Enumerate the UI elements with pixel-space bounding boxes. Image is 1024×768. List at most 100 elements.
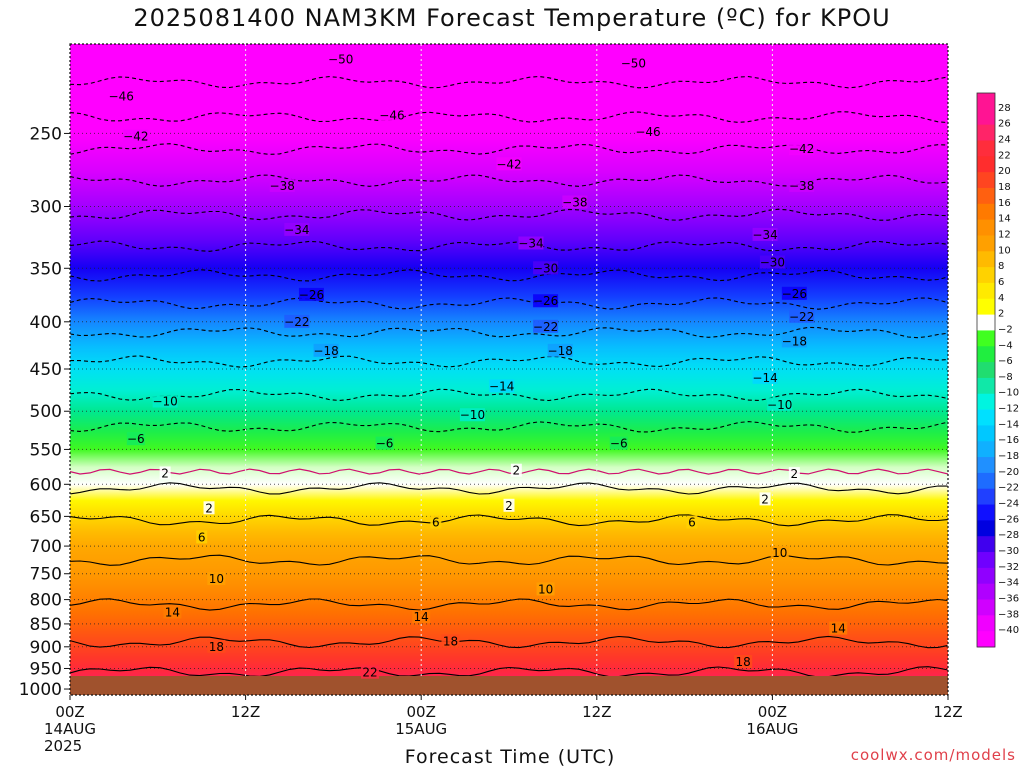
y-tick-label: 900 bbox=[30, 638, 62, 658]
colorbar-swatch bbox=[977, 504, 995, 521]
contour-label-text: −6 bbox=[376, 437, 394, 451]
colorbar-swatch bbox=[977, 536, 995, 553]
contour-label: −46 bbox=[635, 124, 661, 139]
colorbar-swatch bbox=[977, 282, 995, 300]
x-tick-label: 12Z bbox=[933, 703, 962, 721]
contour-label: 2 bbox=[203, 501, 215, 515]
isotherm-line bbox=[70, 240, 948, 252]
contour-label-text: −46 bbox=[635, 125, 660, 139]
contour-label-text: 14 bbox=[414, 610, 429, 624]
contour-label-bg bbox=[360, 665, 379, 679]
contour-label: −26 bbox=[781, 286, 807, 301]
colorbar-label: −28 bbox=[998, 530, 1019, 541]
contour-label: −26 bbox=[299, 287, 324, 302]
contour-label: −30 bbox=[759, 255, 785, 270]
isotherm-line bbox=[70, 635, 948, 649]
colorbar-swatch bbox=[977, 219, 995, 236]
contour-label-bg bbox=[781, 286, 807, 300]
contour-label: 14 bbox=[412, 610, 431, 624]
colorbar-label: −36 bbox=[998, 594, 1019, 605]
contour-label-text: −50 bbox=[621, 57, 646, 71]
contour-label: 10 bbox=[207, 572, 226, 586]
contour-label-text: −10 bbox=[460, 408, 485, 422]
contour-label-text: 10 bbox=[538, 582, 553, 596]
contour-label: 2 bbox=[503, 498, 515, 513]
contour-label-bg bbox=[412, 610, 431, 624]
colorbar-swatch bbox=[977, 267, 995, 284]
contour-label-bg bbox=[829, 621, 848, 635]
colorbar-swatch bbox=[977, 203, 995, 221]
colorbar-swatch bbox=[977, 552, 995, 569]
colorbar-swatch bbox=[977, 156, 995, 173]
contour-label: −34 bbox=[284, 222, 309, 237]
y-tick-label: 550 bbox=[30, 440, 62, 460]
isotherm-line bbox=[70, 174, 948, 187]
colorbar-swatch bbox=[977, 583, 995, 601]
isotherm-line bbox=[70, 111, 948, 124]
contour-label-text: −46 bbox=[379, 108, 404, 122]
isotherm-line bbox=[70, 208, 948, 221]
colorbar-label: −30 bbox=[998, 546, 1019, 557]
colorbar-label: −32 bbox=[998, 562, 1019, 573]
contour-label-text: 10 bbox=[772, 546, 787, 560]
contour-label-bg bbox=[313, 343, 339, 357]
contour-label-bg bbox=[635, 124, 661, 138]
contour-label: 18 bbox=[207, 639, 226, 654]
contour-label-bg bbox=[609, 436, 628, 450]
contour-label-text: −14 bbox=[489, 379, 514, 393]
contour-label-text: −18 bbox=[548, 344, 573, 358]
colorbar-label: 18 bbox=[998, 182, 1011, 193]
contour-label-bg bbox=[379, 108, 405, 122]
isotherm-line bbox=[70, 269, 948, 282]
contour-label-text: −34 bbox=[518, 236, 543, 250]
ground-terrain bbox=[70, 676, 948, 695]
contour-label-text: 14 bbox=[831, 622, 846, 636]
contour-label-text: −38 bbox=[270, 179, 295, 193]
colorbar-label: −20 bbox=[998, 467, 1019, 478]
y-tick-label: 850 bbox=[30, 615, 62, 635]
colorbar-label: 22 bbox=[998, 150, 1011, 161]
y-tick-label: 250 bbox=[30, 124, 62, 144]
contour-label-bg bbox=[781, 334, 807, 348]
colorbar-swatch bbox=[977, 377, 995, 395]
isotherm-line bbox=[70, 75, 948, 89]
contour-label-text: −14 bbox=[752, 371, 777, 385]
time-gridlines bbox=[70, 44, 948, 695]
contour-label-bg bbox=[123, 129, 149, 143]
credit-link[interactable]: coolwx.com/models bbox=[850, 746, 1016, 764]
contour-label-bg bbox=[759, 255, 785, 269]
contour-label: 6 bbox=[430, 515, 442, 530]
contour-label-bg bbox=[269, 178, 295, 192]
contour-label-text: −30 bbox=[533, 261, 558, 275]
colorbar-label: −18 bbox=[998, 451, 1019, 462]
contour-label-bg bbox=[163, 605, 182, 619]
contour-label-bg bbox=[207, 572, 226, 586]
colorbar-frame bbox=[976, 92, 996, 648]
isotherm-line bbox=[70, 666, 948, 678]
contour-label-text: −38 bbox=[562, 195, 587, 209]
colorbar-swatch bbox=[977, 457, 995, 474]
colorbar-label: −4 bbox=[998, 340, 1013, 351]
x-tick-label: 00Z bbox=[55, 703, 84, 721]
contour-label-text: −26 bbox=[533, 294, 558, 308]
contour-label-text: 10 bbox=[209, 572, 224, 586]
colorbar-label: −2 bbox=[998, 324, 1013, 335]
contour-label-text: 2 bbox=[512, 464, 520, 478]
contour-label-text: −10 bbox=[152, 394, 177, 408]
contour-label-bg bbox=[284, 314, 310, 328]
y-axis-ticks: 250 300 350 400 450 500 550 600 650 700 750 800 850 9… bbox=[19, 124, 70, 700]
contour-label: 22 bbox=[360, 665, 379, 680]
colorbar-label: −6 bbox=[998, 356, 1013, 367]
x-tick-label: 2025 bbox=[44, 737, 82, 755]
contour-label-text: −22 bbox=[284, 315, 309, 329]
isotherm-line bbox=[70, 143, 948, 155]
freezing-line bbox=[70, 468, 948, 475]
contour-label: −46 bbox=[109, 89, 134, 104]
contour-label-bg bbox=[789, 309, 815, 323]
y-tick-label: 400 bbox=[30, 313, 62, 333]
contour-label: 10 bbox=[536, 582, 555, 596]
colorbar-swatch bbox=[977, 124, 995, 141]
contour-label-bg bbox=[441, 634, 460, 648]
